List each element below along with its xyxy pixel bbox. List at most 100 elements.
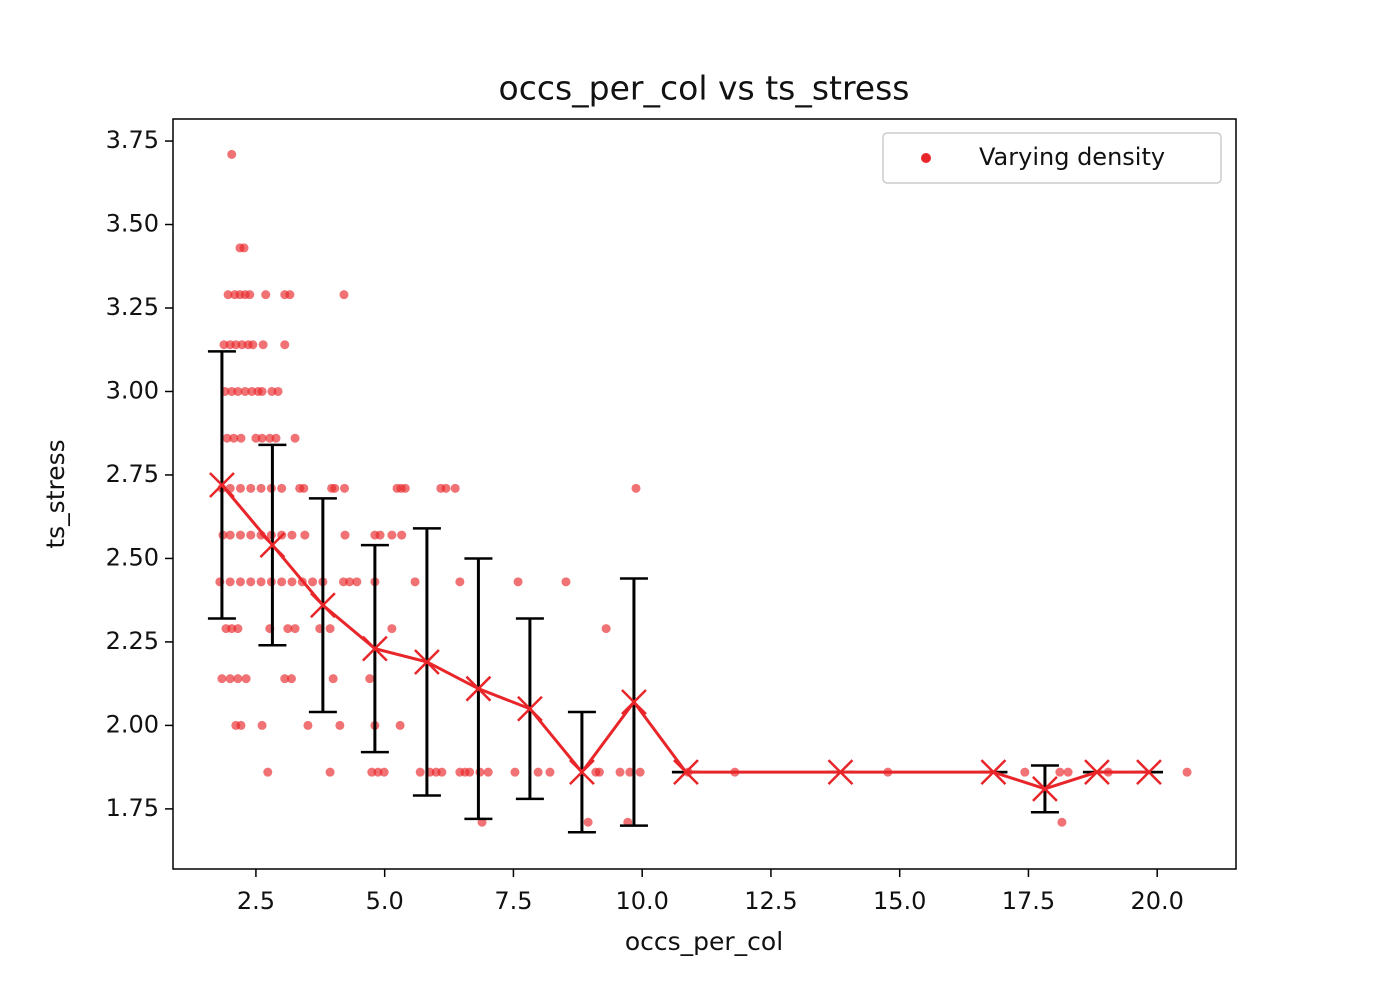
scatter-point: [256, 483, 266, 493]
scatter-point: [225, 577, 235, 587]
y-axis-label: ts_stress: [41, 439, 70, 548]
mean-marker: [209, 472, 235, 498]
scatter-point: [625, 767, 635, 777]
legend-box: [882, 132, 1222, 184]
scatter-point: [455, 577, 465, 587]
y-tick-label: 2.25: [106, 627, 159, 655]
scatter-point: [265, 433, 275, 443]
scatter-point: [561, 577, 571, 587]
x-tick-label: 15.0: [873, 887, 926, 915]
mean-line: [220, 484, 1149, 791]
legend-label: Varying density: [979, 143, 1165, 171]
scatter-point: [340, 483, 350, 493]
scatter-point: [222, 433, 232, 443]
scatter-point: [233, 386, 243, 396]
y-tick-label: 3.75: [106, 126, 159, 154]
scatter-point: [635, 767, 645, 777]
scatter-point: [631, 483, 641, 493]
scatter-point: [450, 483, 460, 493]
y-tick-label: 2.50: [106, 543, 159, 571]
scatter-point: [290, 624, 300, 634]
scatter-point: [258, 340, 268, 350]
scatter-point: [395, 720, 405, 730]
x-tick-label: 7.5: [494, 887, 532, 915]
scatter-point: [285, 290, 295, 300]
x-tick-label: 12.5: [744, 887, 797, 915]
scatter-point: [335, 720, 345, 730]
scatter-point: [441, 483, 451, 493]
plot-frame: [172, 118, 1237, 870]
mean-marker: [259, 532, 286, 558]
scatter-point: [1182, 767, 1192, 777]
scatter-point: [415, 767, 425, 777]
y-tick-label: 1.75: [106, 794, 159, 822]
y-tick-label: 3.50: [106, 210, 159, 238]
scatter-point: [227, 624, 237, 634]
scatter-point: [340, 530, 350, 540]
x-tick-label: 17.5: [1002, 887, 1055, 915]
scatter-point: [273, 386, 283, 396]
scatter-point: [283, 624, 293, 634]
scatter-point: [1055, 767, 1065, 777]
scatter-point: [233, 624, 243, 634]
mean-marker: [621, 689, 647, 715]
scatter-point: [217, 674, 227, 684]
mean-marker: [673, 759, 699, 786]
scatter-point: [233, 674, 243, 684]
x-tick-label: 20.0: [1130, 887, 1183, 915]
scatter-point: [247, 386, 257, 396]
scatter-point: [583, 817, 593, 827]
mean-marker: [309, 592, 336, 619]
scatter-point: [235, 483, 245, 493]
scatter-point: [287, 577, 297, 587]
scatter-point: [513, 577, 523, 587]
scatter-point: [229, 433, 239, 443]
mean-marker: [569, 759, 595, 786]
scatter-point: [257, 433, 267, 443]
scatter-point: [352, 577, 362, 587]
mean-marker: [362, 635, 388, 662]
scatter-point: [483, 767, 493, 777]
scatter-point: [277, 483, 287, 493]
scatter-point: [248, 340, 258, 350]
scatter-point: [601, 624, 611, 634]
scatter-point: [246, 483, 256, 493]
scatter-point: [227, 386, 237, 396]
mean-marker: [1084, 759, 1110, 786]
y-tick-label: 2.75: [106, 460, 159, 488]
x-axis-label: occs_per_col: [625, 927, 783, 956]
scatter-point: [246, 577, 256, 587]
scatter-point: [251, 433, 261, 443]
scatter-point: [290, 433, 300, 443]
scatter-point: [257, 720, 267, 730]
scatter-point: [231, 340, 241, 350]
x-tick-label: 2.5: [237, 887, 275, 915]
scatter-point: [287, 530, 297, 540]
scatter-point: [615, 767, 625, 777]
scatter-point: [227, 149, 237, 159]
scatter-point: [263, 767, 273, 777]
scatter-point: [328, 674, 338, 684]
scatter-point: [246, 530, 256, 540]
mean-marker: [1032, 775, 1058, 802]
scatter-point: [257, 386, 267, 396]
scatter-point: [225, 530, 235, 540]
scatter-point: [345, 577, 355, 587]
chart-title: occs_per_col vs ts_stress: [499, 69, 910, 108]
scatter-point: [261, 290, 271, 300]
scatter-point: [286, 674, 296, 684]
scatter-point: [330, 483, 340, 493]
scatter-point: [375, 530, 385, 540]
scatter-point: [239, 243, 249, 253]
scatter-point: [241, 674, 251, 684]
scatter-point: [223, 290, 233, 300]
scatter-point: [397, 530, 407, 540]
scatter-point: [277, 577, 287, 587]
scatter-point: [299, 483, 309, 493]
y-tick-label: 3.00: [106, 376, 159, 404]
scatter-point: [1020, 767, 1030, 777]
scatter-point: [245, 290, 255, 300]
mean-marker: [827, 759, 854, 786]
scatter-point: [225, 674, 235, 684]
y-tick-label: 3.25: [106, 293, 159, 321]
